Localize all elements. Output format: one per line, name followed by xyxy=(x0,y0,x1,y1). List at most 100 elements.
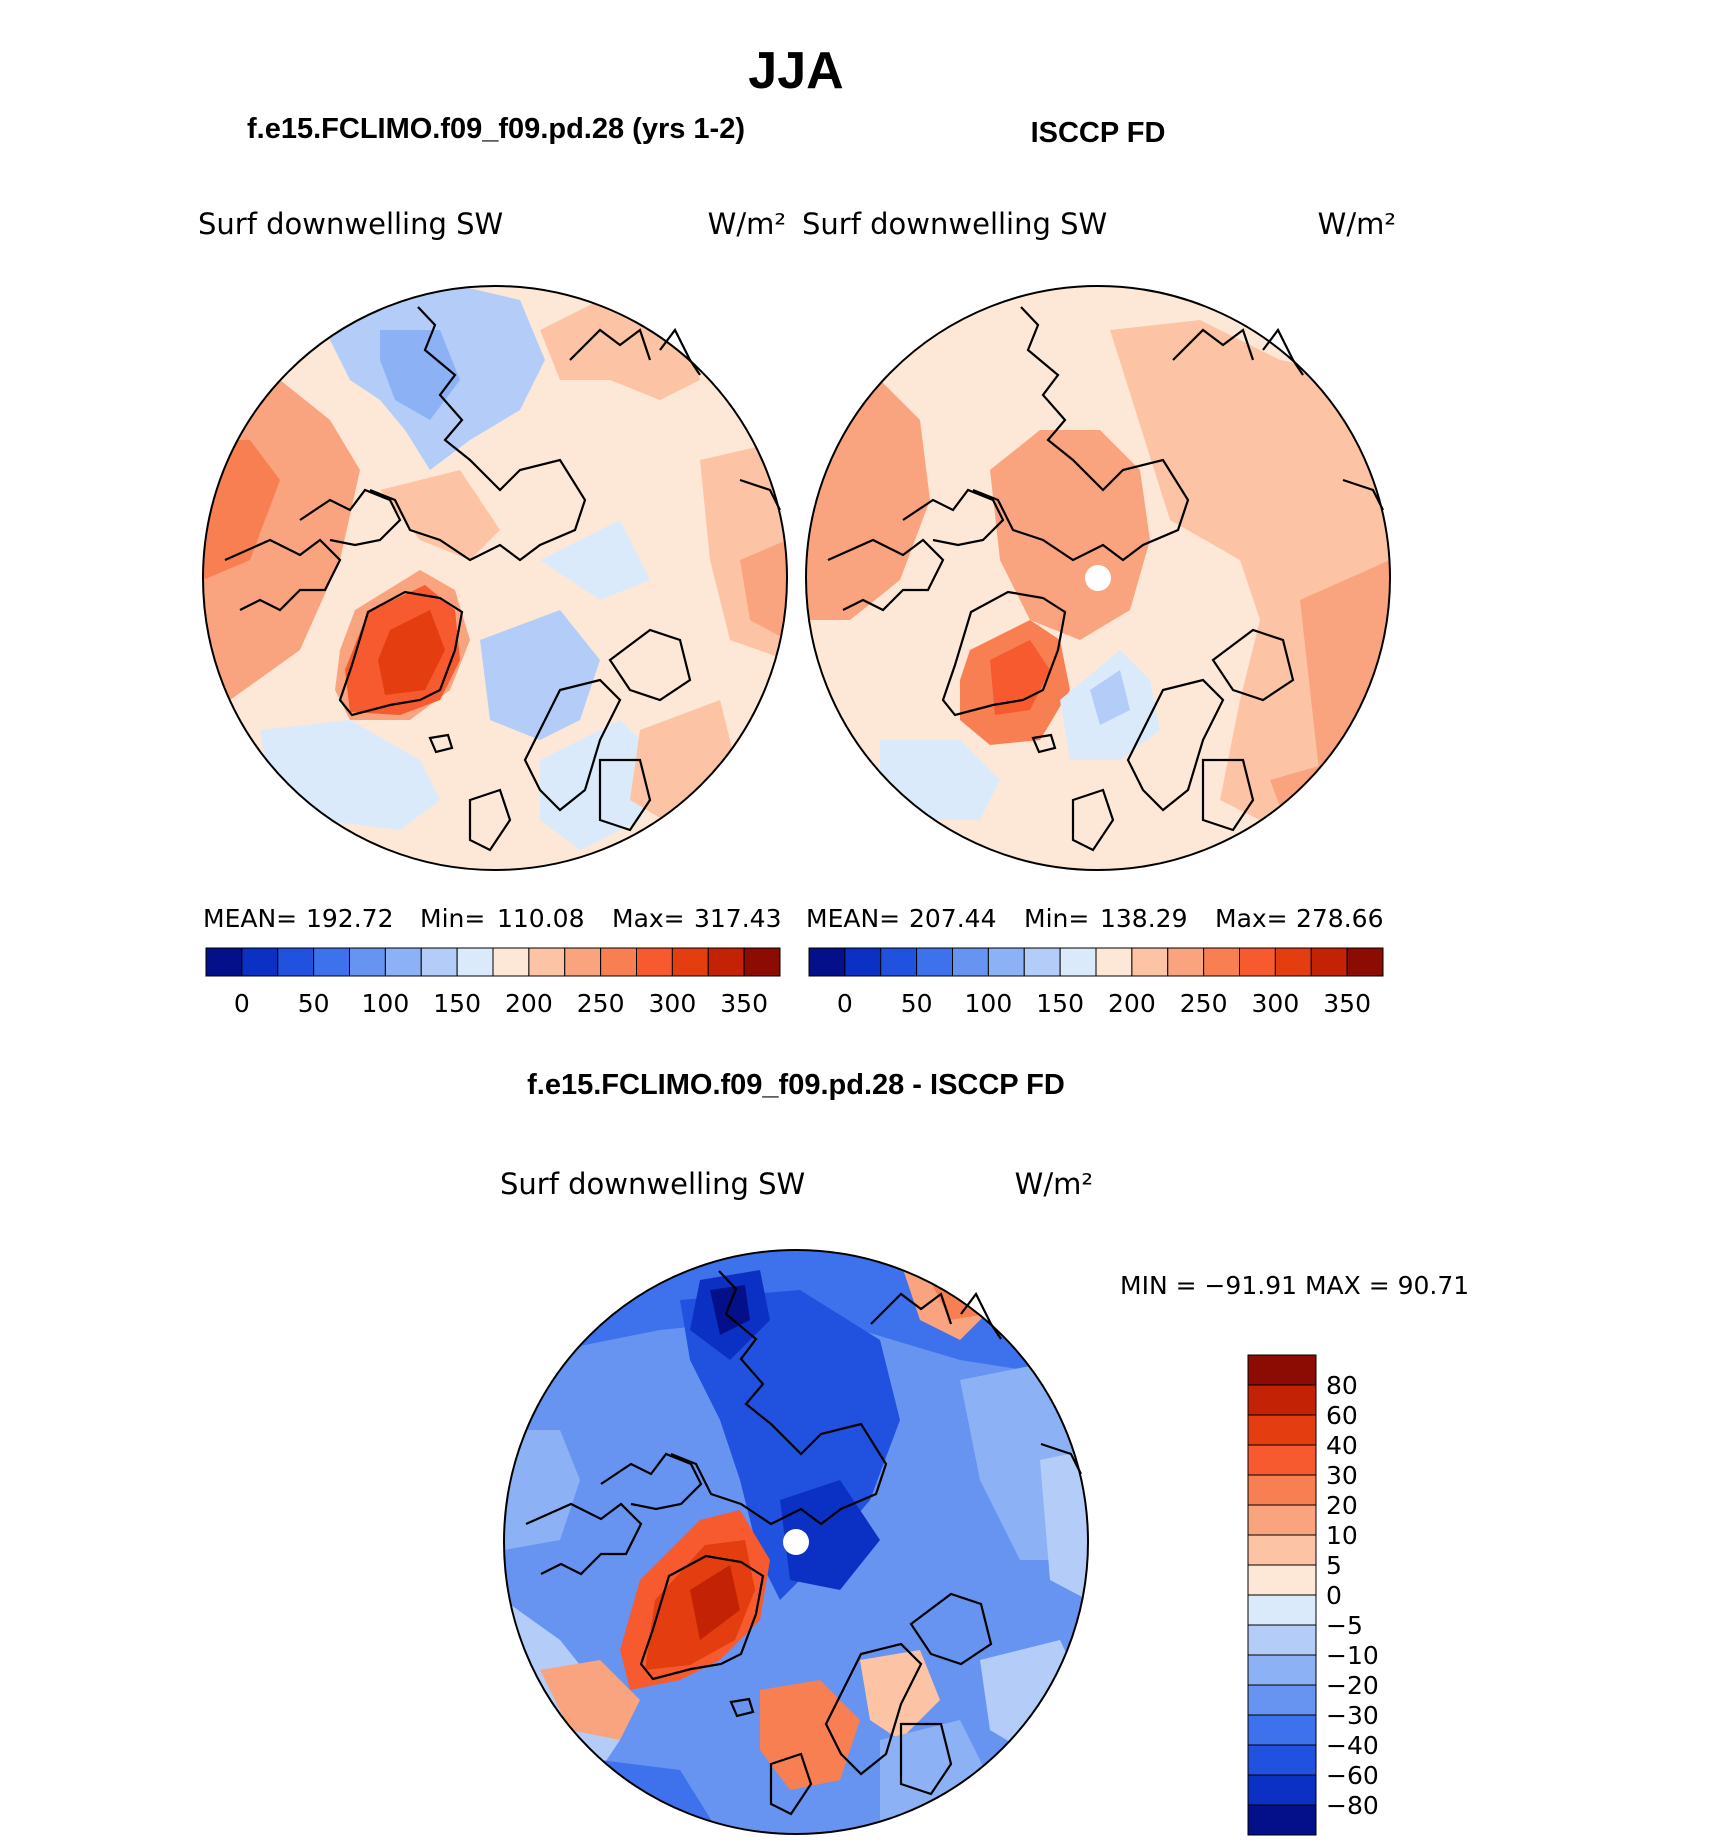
panel-b-max-value: 278.66 xyxy=(1296,904,1383,933)
panel-b-colorbar-tick-label: 200 xyxy=(1108,989,1156,1018)
map-c-field-region xyxy=(710,1285,750,1335)
panel-a-colorbar-tick-label: 300 xyxy=(649,989,697,1018)
panel-b-header: ISCCP FD xyxy=(1031,117,1166,149)
panel-b-colorbar-swatch xyxy=(1059,947,1097,977)
panel-b-min-value: 138.29 xyxy=(1100,904,1187,933)
panel-b-colorbar-swatch xyxy=(1274,947,1312,977)
map-a-coastline xyxy=(369,306,587,562)
panel-c-colorbar-tick-label: 40 xyxy=(1326,1431,1358,1460)
panel-a-colorbar-swatch xyxy=(528,947,566,977)
map-c-coastline xyxy=(769,1752,813,1816)
panel-a-colorbar-swatch xyxy=(241,947,279,977)
panel-c-units: W/m² xyxy=(1015,1167,1093,1201)
panel-c-header: f.e15.FCLIMO.f09_f09.pd.28 - ISCCP FD xyxy=(527,1069,1065,1101)
panel-b-colorbar: 0 50 100 150 200 250 300 350 xyxy=(808,947,1384,1018)
map-b-field-region xyxy=(990,640,1050,715)
panel-a-colorbar-swatch xyxy=(707,947,745,977)
map-b-greenland-outline xyxy=(941,590,1067,717)
map-c-coastline xyxy=(909,1592,993,1666)
map-b-coastline xyxy=(902,488,1005,547)
panel-a-colorbar-swatch xyxy=(277,947,315,977)
panel-a-title: Surf downwelling SW xyxy=(198,207,503,241)
map-b-missing-pole xyxy=(1085,565,1111,591)
map-c-boundary xyxy=(503,1249,1089,1835)
map-b-coastline xyxy=(1201,758,1255,832)
panel-c-colorbar-swatch xyxy=(1247,1714,1317,1746)
panel-c-colorbar-swatch xyxy=(1247,1594,1317,1626)
map-c-coastline xyxy=(960,1291,1002,1340)
panel-c-colorbar-tick-label: 0 xyxy=(1326,1581,1342,1610)
panel-a-colorbar-swatch xyxy=(636,947,673,977)
map-a-field-region xyxy=(380,330,460,420)
panel-b-map xyxy=(805,285,1391,871)
map-c-field-region xyxy=(1040,1450,1088,1600)
panel-a-mean-label: MEAN= xyxy=(203,904,297,933)
panel-a-map xyxy=(202,285,788,871)
map-c-coastline xyxy=(870,1292,953,1325)
panel-c-colorbar-tick-label: −60 xyxy=(1326,1761,1379,1790)
panel-b-colorbar-swatch xyxy=(1023,947,1061,977)
panel-c-colorbar-swatch xyxy=(1247,1384,1317,1416)
panel-a-max-label: Max= xyxy=(612,904,685,933)
map-a-coastline xyxy=(659,327,701,376)
map-c-coastlines xyxy=(525,1270,1082,1816)
panel-c-colorbar-swatch xyxy=(1247,1744,1317,1776)
panel-c-colorbar-swatch xyxy=(1247,1354,1317,1386)
map-c-coastline xyxy=(824,1642,923,1776)
map-a-coastline xyxy=(569,328,652,361)
map-b-coastline xyxy=(1262,327,1304,376)
panel-b-colorbar-swatch xyxy=(1167,947,1205,977)
map-b-coastlines xyxy=(827,306,1384,852)
panel-a-colorbar-tick-label: 50 xyxy=(298,989,330,1018)
panel-c-colorbar-tick-label: −40 xyxy=(1326,1731,1379,1760)
figure-title: JJA xyxy=(748,42,843,100)
panel-c-colorbar-tick-label: 20 xyxy=(1326,1491,1358,1520)
panel-c-colorbar-tick-label: 5 xyxy=(1326,1551,1342,1580)
map-b-field-region xyxy=(880,740,1000,820)
map-c-missing-pole xyxy=(783,1529,809,1555)
panel-a-colorbar-swatch xyxy=(349,947,386,977)
map-b-coastline xyxy=(1211,628,1295,702)
panel-c-colorbar-swatch xyxy=(1247,1444,1317,1476)
map-a-field-region xyxy=(480,610,600,740)
map-a-field-region xyxy=(740,540,787,640)
panel-c-colorbar-tick-label: −30 xyxy=(1326,1701,1379,1730)
panel-c-colorbar-tick-label: −20 xyxy=(1326,1671,1379,1700)
panel-a-colorbar-tick-label: 200 xyxy=(505,989,553,1018)
panel-b-colorbar-tick-label: 250 xyxy=(1180,989,1228,1018)
map-c-coastline xyxy=(729,1697,755,1718)
map-a-coastline xyxy=(608,628,692,702)
panel-b-mean-value: 207.44 xyxy=(909,904,996,933)
map-c-field-region xyxy=(860,1650,940,1740)
map-b-coastline xyxy=(827,538,945,612)
map-b-field-region xyxy=(1090,670,1130,725)
panel-a-colorbar-tick-label: 350 xyxy=(720,989,768,1018)
panel-a-min-label: Min= xyxy=(420,904,485,933)
map-a-coastline xyxy=(224,538,342,612)
map-b-coastline xyxy=(1126,678,1225,812)
panel-a-colorbar-tick-label: 0 xyxy=(234,989,250,1018)
panel-c-title: Surf downwelling SW xyxy=(500,1167,805,1201)
panel-b-colorbar-swatch xyxy=(916,947,953,977)
panel-a-header: f.e15.FCLIMO.f09_f09.pd.28 (yrs 1-2) xyxy=(247,113,745,145)
panel-a-colorbar-swatch xyxy=(456,947,494,977)
map-a-coastlines xyxy=(224,306,781,852)
map-c-field-region xyxy=(690,1565,740,1640)
map-a-coastline xyxy=(598,758,652,832)
map-b-boundary xyxy=(805,285,1391,871)
panel-a-colorbar-swatch xyxy=(743,947,781,977)
panel-a-stats: MEAN= 192.72 Min= 110.08 Max= 317.43 xyxy=(203,904,781,933)
panel-b-colorbar-tick-label: 50 xyxy=(901,989,933,1018)
panel-c-colorbar-tick-label: −10 xyxy=(1326,1641,1379,1670)
map-b-coastline xyxy=(1071,788,1115,852)
map-a-greenland-outline xyxy=(338,590,464,717)
map-c-coastline xyxy=(670,1270,888,1526)
panel-a-max-value: 317.43 xyxy=(694,904,781,933)
panel-c-colorbar-tick-label: 10 xyxy=(1326,1521,1358,1550)
panel-b-colorbar-swatch xyxy=(1310,947,1348,977)
map-a-boundary xyxy=(202,285,788,871)
panel-b-colorbar-swatch xyxy=(1203,947,1240,977)
map-b-coastline xyxy=(1172,328,1255,361)
